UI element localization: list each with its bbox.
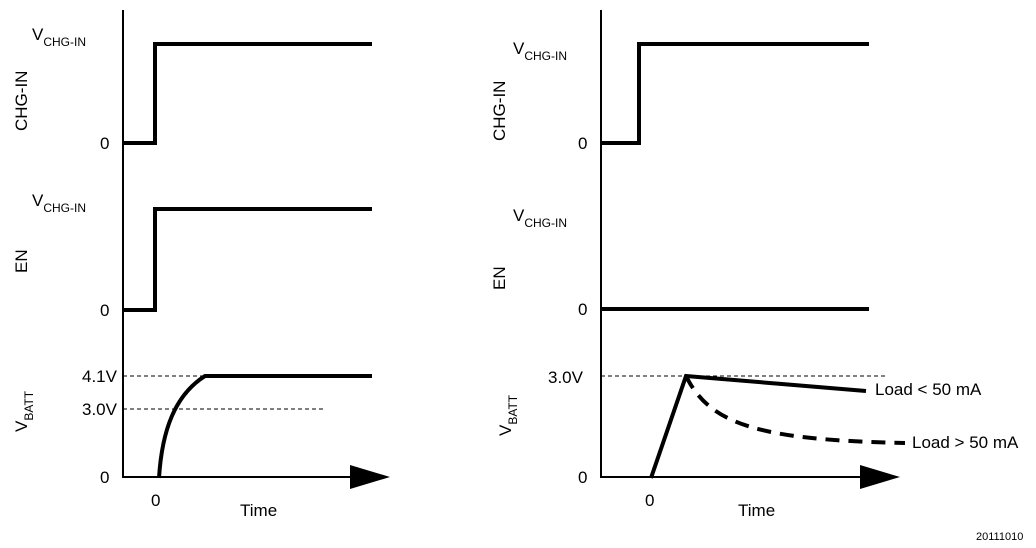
right-en-high-label: VCHG-IN [513, 206, 567, 230]
right-en-axis-label: EN [490, 266, 509, 290]
right-vbatt-3v0-label: 3.0V [548, 368, 584, 387]
left-chg-in-waveform [122, 42, 372, 145]
left-panel: VCHG-IN 0 CHG-IN VCHG-IN 0 EN 4.1V 3.0V … [12, 10, 390, 520]
left-vbatt-zero-label: 0 [100, 468, 109, 487]
right-time-arrow-icon [860, 465, 900, 489]
left-chg-in-high-label: VCHG-IN [32, 25, 86, 49]
left-x-zero-label: 0 [151, 491, 160, 510]
right-chg-in-waveform [600, 42, 869, 145]
right-en-low-label: 0 [578, 300, 587, 319]
right-small-load-label: Load < 50 mA [875, 380, 982, 399]
left-vbatt-waveform [157, 374, 372, 479]
left-en-low-label: 0 [100, 301, 109, 320]
right-chg-in-axis-label: CHG-IN [490, 81, 509, 141]
right-chg-in-low-label: 0 [578, 134, 587, 153]
figure-id: 20111010 [976, 531, 1023, 543]
right-vbatt-zero-label: 0 [578, 468, 587, 487]
right-x-time-label: Time [738, 501, 775, 520]
left-chg-in-low-label: 0 [100, 134, 109, 153]
right-x-zero-label: 0 [645, 491, 654, 510]
left-vbatt-axis-label: VBATT [12, 390, 36, 432]
left-x-time-label: Time [240, 501, 277, 520]
right-vbatt-large-load-waveform [684, 375, 906, 445]
right-chg-in-high-label: VCHG-IN [513, 39, 567, 63]
left-vbatt-3v0-label: 3.0V [82, 400, 118, 419]
right-panel: VCHG-IN 0 CHG-IN VCHG-IN 0 EN 3.0V 0 VBA… [490, 10, 1019, 520]
left-en-waveform [122, 207, 372, 312]
left-vbatt-4v1-label: 4.1V [82, 367, 118, 386]
right-large-load-label: Load > 50 mA [912, 433, 1019, 452]
right-vbatt-axis-label: VBATT [496, 394, 520, 436]
left-chg-in-axis-label: CHG-IN [12, 71, 31, 131]
left-en-axis-label: EN [12, 249, 31, 273]
right-vbatt-small-load-waveform [649, 373, 867, 479]
left-en-high-label: VCHG-IN [32, 191, 86, 215]
left-time-arrow-icon [350, 465, 390, 489]
